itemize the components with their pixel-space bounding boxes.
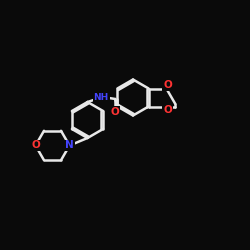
- Text: N: N: [65, 140, 74, 150]
- Text: O: O: [163, 104, 172, 115]
- Text: O: O: [163, 80, 172, 90]
- Text: O: O: [110, 107, 120, 117]
- Text: NH: NH: [94, 93, 109, 102]
- Text: O: O: [31, 140, 40, 150]
